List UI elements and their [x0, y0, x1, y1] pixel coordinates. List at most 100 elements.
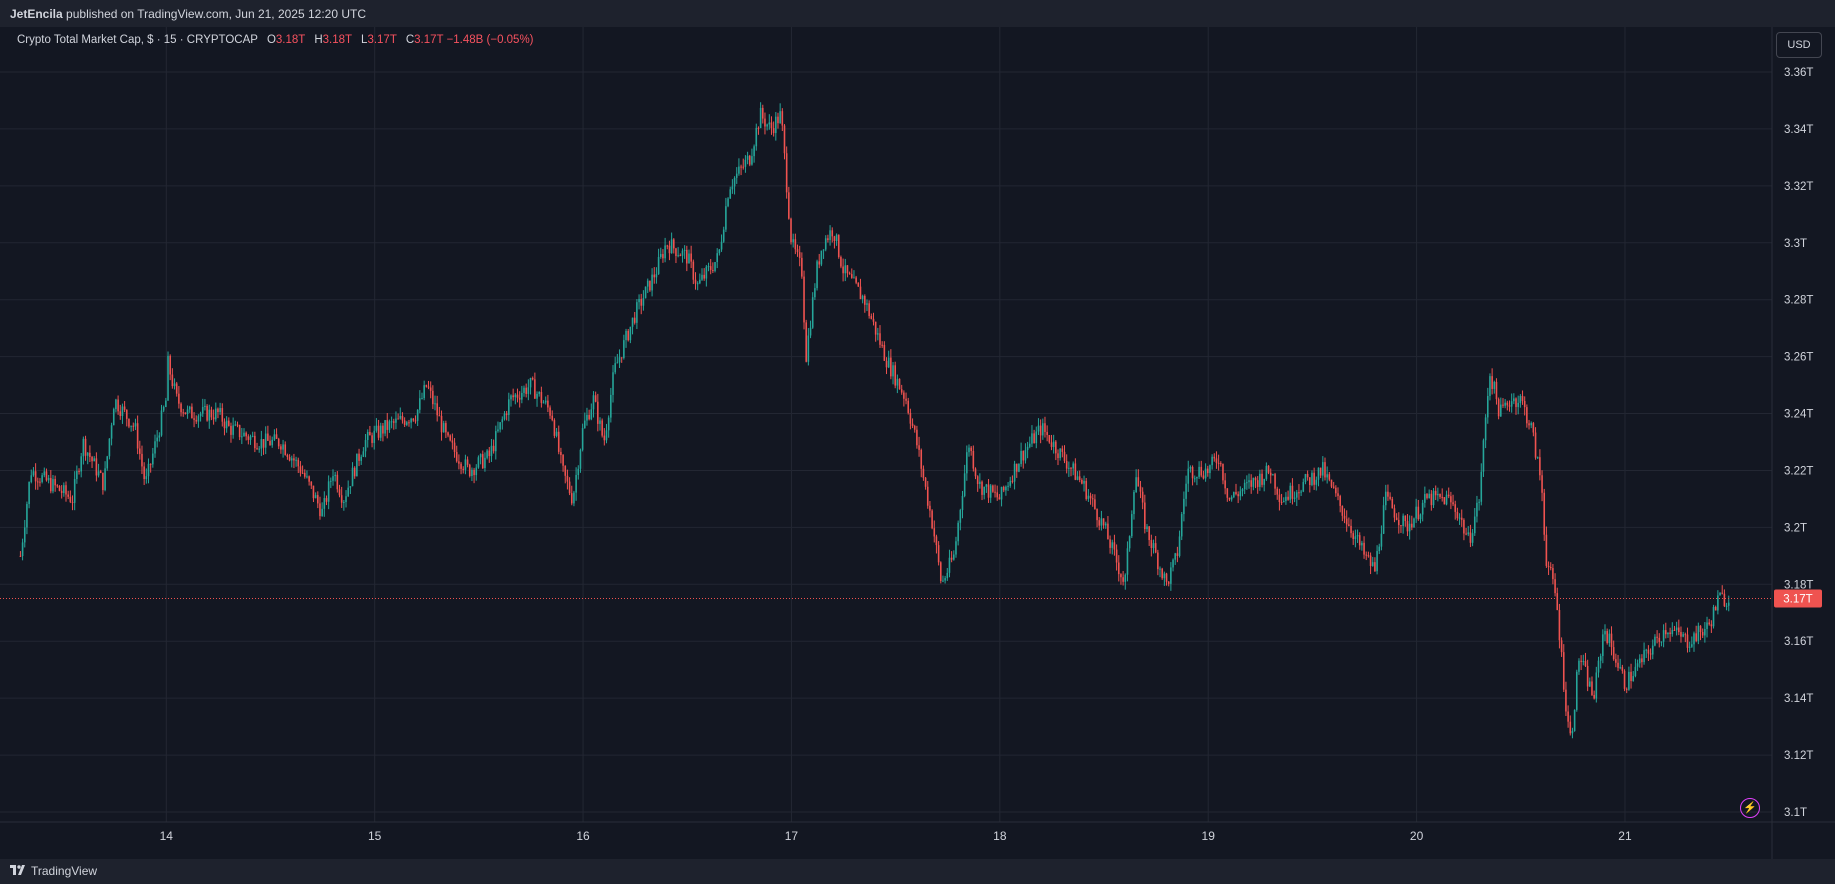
candle-body — [740, 166, 742, 168]
chart-area[interactable]: 3.17T 3.1T 3.12T 3.14T 3.16T 3.18T 3.2T 3.22T 3… — [0, 27, 1835, 859]
candle-body — [139, 448, 141, 454]
candle-body — [1426, 494, 1428, 499]
candle-body — [926, 486, 929, 506]
candle-body — [93, 458, 96, 462]
candle-body — [1649, 653, 1652, 655]
candle-body — [432, 390, 434, 405]
candle-body — [360, 456, 363, 461]
candle-body — [738, 166, 740, 174]
candle-body — [783, 125, 786, 154]
candle-body — [792, 239, 794, 243]
candle-body — [1387, 491, 1389, 497]
currency-button[interactable]: USD — [1776, 32, 1822, 58]
candle-body — [1154, 543, 1157, 553]
candle-body — [1072, 463, 1074, 469]
candle-body — [486, 450, 488, 458]
footer-bar: TradingView — [0, 859, 1835, 884]
candle-body — [65, 485, 67, 495]
candle-body — [557, 431, 560, 452]
candle-body — [1591, 681, 1593, 695]
candle-body — [458, 461, 460, 464]
candle-body — [1536, 457, 1539, 459]
candle-body — [468, 464, 471, 476]
candle-body — [403, 420, 406, 425]
candle-body — [1109, 539, 1111, 548]
candle-body — [1408, 523, 1411, 532]
candle-body — [699, 279, 701, 284]
candle-body — [1482, 440, 1485, 472]
lightning-icon[interactable]: ⚡ — [1740, 798, 1760, 818]
candle-body — [271, 439, 274, 446]
candle-body — [395, 418, 397, 423]
candle-body — [234, 424, 237, 426]
candle-body — [894, 365, 896, 386]
candle-body — [881, 344, 883, 346]
candle-body — [32, 471, 35, 476]
symbol-legend[interactable]: Crypto Total Market Cap, $ · 15 · CRYPTO… — [17, 34, 534, 46]
candle-body — [544, 400, 547, 403]
price-axis: 3.1T 3.12T 3.14T 3.16T 3.18T 3.2T 3.22T 3.24T 3.… — [1771, 27, 1813, 859]
candle-body — [1363, 542, 1365, 555]
candle-body — [811, 297, 814, 328]
candle-body — [601, 420, 603, 436]
candle-body — [325, 498, 328, 502]
candle-body — [705, 266, 708, 279]
candle-body — [295, 459, 297, 461]
candle-body — [1463, 519, 1465, 534]
candle-body — [160, 410, 163, 436]
candle-body — [1541, 475, 1543, 493]
y-tick-label: 3.26T — [1784, 352, 1813, 364]
publish-bar: JetEncila published on TradingView.com, … — [0, 0, 1835, 27]
candle-body — [781, 111, 784, 126]
candle-body — [603, 435, 606, 441]
candle-body — [857, 282, 860, 287]
candle-body — [1484, 417, 1487, 441]
price-chart[interactable]: 3.17T 3.1T3.12T3.14T3.16T3.18T3.2T3.22T3… — [0, 27, 1835, 859]
candle-body — [833, 236, 836, 242]
candle-body — [488, 450, 491, 457]
candle-body — [71, 501, 74, 503]
candle-body — [1172, 559, 1174, 568]
candle-body — [436, 403, 438, 416]
candle-body — [36, 481, 39, 483]
candle-body — [887, 357, 890, 368]
candle-body — [1443, 497, 1446, 505]
candle-body — [837, 234, 840, 258]
candle-body — [1150, 540, 1153, 548]
candle-body — [34, 471, 37, 482]
candle-body — [362, 451, 365, 457]
candle-body — [1061, 448, 1064, 452]
candle-body — [976, 476, 979, 485]
candle-body — [772, 128, 775, 134]
candle-body — [262, 439, 265, 448]
candle-body — [332, 476, 334, 481]
candle-body — [277, 438, 280, 447]
candle-body — [1295, 492, 1298, 498]
candle-body — [727, 198, 729, 207]
candle-body — [1506, 402, 1509, 406]
candle-body — [1658, 637, 1661, 642]
candle-body — [1439, 493, 1441, 497]
candle-body — [1480, 471, 1483, 502]
candle-body — [397, 418, 399, 420]
candle-body — [692, 261, 695, 280]
candle-body — [1326, 474, 1328, 478]
candle-body — [460, 463, 462, 469]
candle-body — [1317, 467, 1320, 480]
publisher-name[interactable]: JetEncila — [10, 7, 63, 21]
candle-body — [241, 436, 243, 438]
candle-body — [1031, 433, 1033, 444]
tradingview-brand[interactable]: TradingView — [10, 864, 97, 878]
candle-body — [1135, 477, 1137, 493]
candle-body — [1256, 480, 1259, 487]
candle-body — [1159, 568, 1161, 570]
candle-body — [1619, 667, 1621, 669]
symbol-title[interactable]: Crypto Total Market Cap, $ · 15 · CRYPTO… — [17, 34, 258, 46]
candle-body — [336, 474, 339, 490]
candle-body — [981, 481, 983, 495]
candle-body — [453, 442, 456, 452]
candle-body — [419, 398, 421, 410]
candle-body — [1144, 502, 1146, 530]
candle-body — [112, 409, 115, 426]
y-tick-label: 3.3T — [1784, 238, 1807, 250]
